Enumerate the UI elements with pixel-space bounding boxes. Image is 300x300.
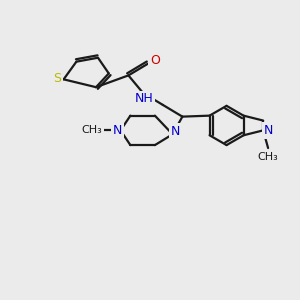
Text: S: S [53, 72, 61, 85]
Text: N: N [263, 124, 273, 137]
Text: O: O [150, 54, 160, 67]
Text: N: N [171, 125, 180, 138]
Text: CH₃: CH₃ [258, 152, 278, 162]
Text: N: N [113, 124, 122, 137]
Text: NH: NH [135, 92, 154, 106]
Text: CH₃: CH₃ [82, 125, 103, 135]
